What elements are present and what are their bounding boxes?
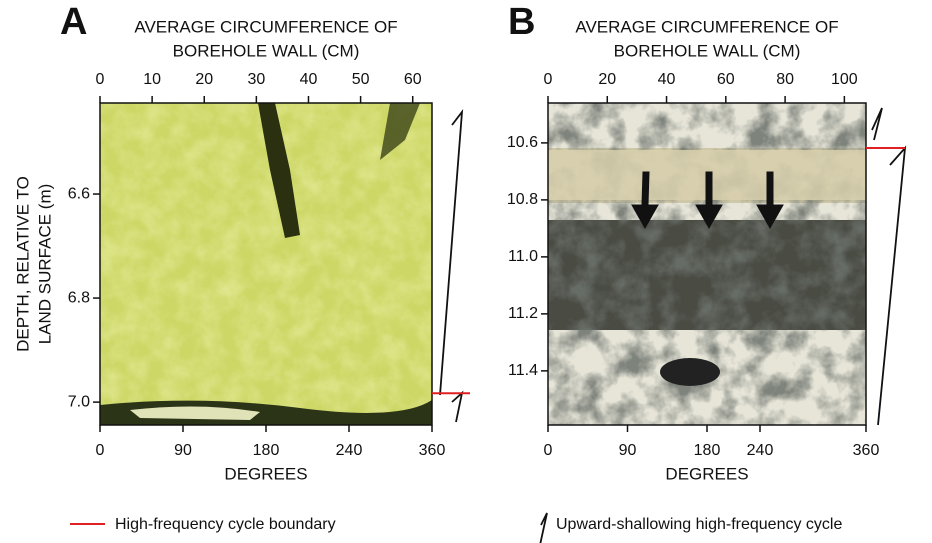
y-tick-label: 10.6 bbox=[507, 134, 538, 151]
x2-tick-label: 60 bbox=[404, 71, 422, 88]
borehole-image-a bbox=[100, 103, 432, 425]
x-tick-label: 0 bbox=[544, 442, 553, 459]
y-tick-label: 11.0 bbox=[508, 248, 538, 265]
x-tick-label: 0 bbox=[96, 442, 105, 459]
y-axis-label: DEPTH, RELATIVE TO bbox=[13, 176, 32, 352]
x-axis-label: DEGREES bbox=[224, 464, 307, 483]
x2-tick-label: 60 bbox=[717, 71, 735, 88]
y-tick-label: 10.8 bbox=[507, 191, 538, 208]
axis-title: AVERAGE CIRCUMFERENCE OF bbox=[134, 17, 397, 36]
y-tick-label: 11.2 bbox=[508, 305, 538, 322]
y-tick-label: 7.0 bbox=[68, 393, 90, 410]
panel-label: A bbox=[60, 1, 87, 43]
legend: High-frequency cycle boundary Upward-sha… bbox=[70, 516, 842, 533]
x2-tick-label: 20 bbox=[195, 71, 213, 88]
x2-tick-label: 0 bbox=[544, 71, 553, 88]
x-tick-label: 90 bbox=[174, 442, 192, 459]
x-tick-label: 90 bbox=[619, 442, 637, 459]
axis-title: AVERAGE CIRCUMFERENCE OF bbox=[575, 17, 838, 36]
x-tick-label: 240 bbox=[747, 442, 774, 459]
x-tick-label: 360 bbox=[853, 442, 880, 459]
x-tick-label: 180 bbox=[694, 442, 721, 459]
legend-label: Upward-shallowing high-frequency cycle bbox=[556, 516, 842, 533]
y-tick-label: 6.8 bbox=[68, 289, 90, 306]
y-tick-label: 11.4 bbox=[508, 362, 538, 379]
x2-tick-label: 20 bbox=[598, 71, 616, 88]
figure: High-frequency cycle boundary Upward-sha… bbox=[0, 0, 932, 543]
axis-title: BOREHOLE WALL (CM) bbox=[614, 41, 801, 60]
x-tick-label: 240 bbox=[336, 442, 363, 459]
x-axis-label: DEGREES bbox=[665, 464, 748, 483]
x2-tick-label: 80 bbox=[776, 71, 794, 88]
x-tick-label: 180 bbox=[253, 442, 280, 459]
x2-tick-label: 100 bbox=[831, 71, 858, 88]
x2-tick-label: 40 bbox=[300, 71, 318, 88]
x2-tick-label: 0 bbox=[96, 71, 105, 88]
y-tick-label: 6.6 bbox=[68, 185, 90, 202]
legend-label: High-frequency cycle boundary bbox=[115, 516, 336, 533]
x2-tick-label: 50 bbox=[352, 71, 370, 88]
borehole-image-b bbox=[548, 103, 866, 425]
x2-tick-label: 40 bbox=[658, 71, 676, 88]
axis-title: BOREHOLE WALL (CM) bbox=[173, 41, 360, 60]
y-axis-label: LAND SURFACE (m) bbox=[35, 184, 54, 345]
x2-tick-label: 30 bbox=[247, 71, 265, 88]
x2-tick-label: 10 bbox=[143, 71, 161, 88]
panel-label: B bbox=[508, 1, 535, 43]
x-tick-label: 360 bbox=[419, 442, 446, 459]
